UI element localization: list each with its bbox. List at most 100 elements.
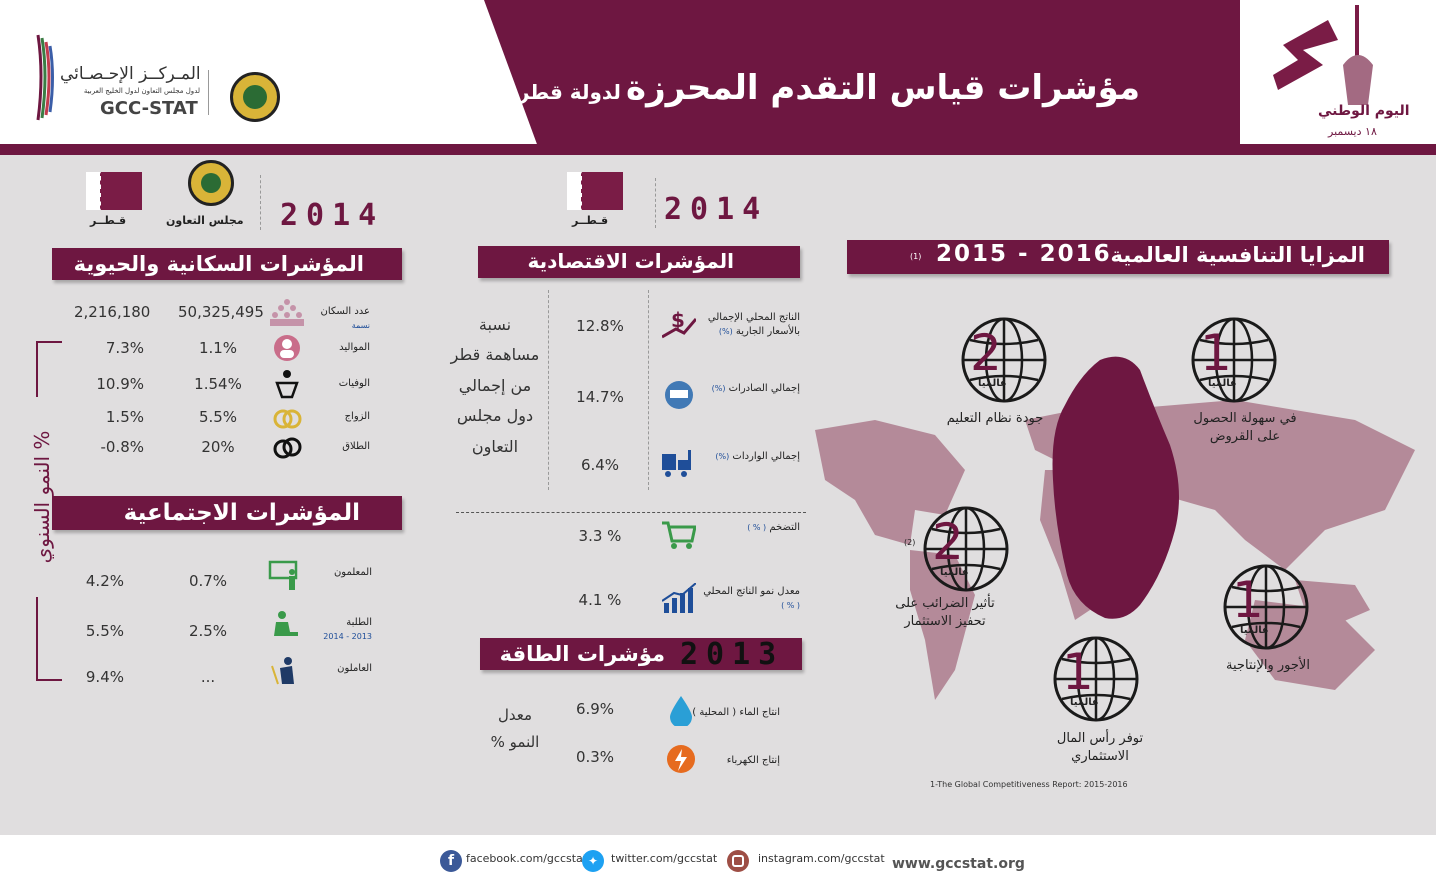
rank-number: 1 [1232,571,1264,629]
econ-indicator-text: إجمالي الصادرات [728,383,800,394]
econ-value: 12.8% [576,317,624,335]
svg-text:$: $ [671,309,685,332]
twitter-icon[interactable]: ✦ [582,850,604,872]
national-day-date: ١٨ ديسمبر [1328,125,1377,138]
qatar-value: 10.9% [96,375,144,393]
econ-indicator-text: معدل نمو الناتج المحلي [703,586,800,597]
rank-world-label: عالميا [1240,625,1269,636]
qatar-value: 5.5% [85,622,124,640]
indicator-label: الطلبة 2013 - 2014 [300,616,372,643]
econ-indicator-label: إجمالي الواردات (%) [700,450,800,464]
col-gcc-label: مجلس التعاون [166,214,244,227]
qatar-map [1052,356,1179,619]
econ-indicator-unit: (%) [715,452,730,461]
qatar-flag-icon [86,172,142,210]
demographic-year: 2014 [280,198,385,233]
energy-value: 6.9% [575,700,615,718]
population-icon [270,297,304,327]
rank-globe-icon [1190,316,1278,404]
national-day-logo: اليوم الوطني ١٨ ديسمبر [1268,5,1410,145]
rank-world-label: عالميا [940,567,969,578]
gcc-value: 0.7% [188,572,228,590]
tower-icon [1343,5,1373,105]
energy-title [480,638,802,670]
cart-icon [662,519,697,549]
indicator-label: عدد السكان نسمة [300,305,370,332]
econ-indicator-label: الناتج المحلي الإجمالي بالأسعار الجارية … [700,311,800,338]
annual-growth-label: النمو السنوي % [30,397,54,597]
energy-value: 0.3% [575,748,615,766]
rank-label: في سهولة الحصول على القروض [1193,411,1297,444]
econ-value: 6.4% [580,456,620,474]
gcc-stat-logo[interactable]: المـركــز الإحـصـائي لدول مجلس التعاون ل… [30,30,290,125]
qatar-value: 2,216,180 [74,303,151,321]
indicator-label-text: العاملون [337,663,372,674]
share-label: نسبة مساهمة قطر من إجمالي دول مجلس التعا… [450,315,540,456]
energy-indicator-label: إنتاج الكهرباء [726,755,780,766]
rank-world-label: عالميا [1208,378,1237,389]
economic-title: المؤشرات الاقتصادية [478,246,800,278]
instagram-link[interactable]: instagram.com/gccstat [758,852,885,865]
col-qatar-label: قـطــر [90,214,127,227]
growth-chart-icon [661,582,697,613]
competitiveness-title: المزايا التنافسية العالمية [1110,243,1365,267]
energy-year: 2013 [680,637,785,672]
source-note: 1-The Global Competitiveness Report: 201… [930,780,1128,789]
instagram-icon[interactable] [727,850,749,872]
energy-title-text: مؤشرات الطاقة [499,642,665,666]
qatar-flag-icon [567,172,623,210]
twitter-link[interactable]: twitter.com/gccstat [611,852,718,865]
qatar-value: 4.2% [85,572,124,590]
indicator-label-text: الزواج [344,411,370,422]
website-link[interactable]: www.gccstat.org [892,856,1025,872]
indicator-label-text: الطلاق [342,441,370,452]
teacher-icon [268,560,302,590]
econ-value: 3.3 % [578,527,622,545]
gcc-stat-en: GCC-STAT [100,98,198,119]
flag-ribbon-icon [1273,20,1338,90]
rank-globe-icon [922,505,1010,593]
competitiveness-note-ref: (1) [910,252,922,261]
indicator-label-text: الوفيات [338,378,370,389]
student-icon [268,610,302,640]
facebook-icon[interactable]: f [440,850,462,872]
gdp-icon: $ [661,308,698,339]
econ-indicator-label: إجمالي الصادرات (%) [700,382,800,396]
indicator-label: المعلمون [300,566,372,580]
econ-value: 4.1 % [578,591,622,609]
indicator-label: المواليد [300,341,370,355]
econ-divider [548,290,549,490]
econ-indicator-unit: (%) [718,326,733,336]
econ-indicator-text: إجمالي الواردات [732,451,800,462]
indicator-label: الزواج [300,410,370,424]
qatar-value: -0.8% [100,438,144,456]
exports-icon [662,380,696,410]
gcc-emblem-icon [230,72,280,122]
indicator-label-text: عدد السكان [320,306,370,317]
gcc-stat-ar: المـركــز الإحـصـائي [60,64,201,84]
econ-divider-2 [648,290,649,490]
energy-growth-label: معدل النمو % [490,706,540,751]
gcc-value: ... [200,668,216,686]
gcc-value: 50,325,495 [178,303,264,321]
econ-indicator-text: التضخم [769,522,800,533]
rank-number: 1 [1062,643,1094,701]
qatar-value: 1.5% [105,408,144,426]
death-icon [270,369,304,399]
qatar-value: 9.4% [85,668,124,686]
gcc-emblem-icon [188,160,234,206]
rank-ref: (2) [904,538,916,547]
facebook-link[interactable]: facebook.com/gccstat [466,852,588,865]
indicator-label: الوفيات [300,377,370,391]
indicator-sub: نسمة [351,320,370,330]
water-drop-icon [664,696,698,728]
rank-label: توفر رأس المال الاستثماري [1056,731,1144,764]
rank-number: 2 [970,324,1002,382]
econ-col-qatar-label: قـطــر [572,214,609,227]
gcc-value: 1.1% [198,339,238,357]
indicator-label-text: المواليد [339,342,370,353]
indicator-label: الطلاق [300,440,370,454]
footer [0,835,1436,892]
national-day-text: اليوم الوطني [1318,103,1410,119]
rank-number: 2 [932,513,964,571]
